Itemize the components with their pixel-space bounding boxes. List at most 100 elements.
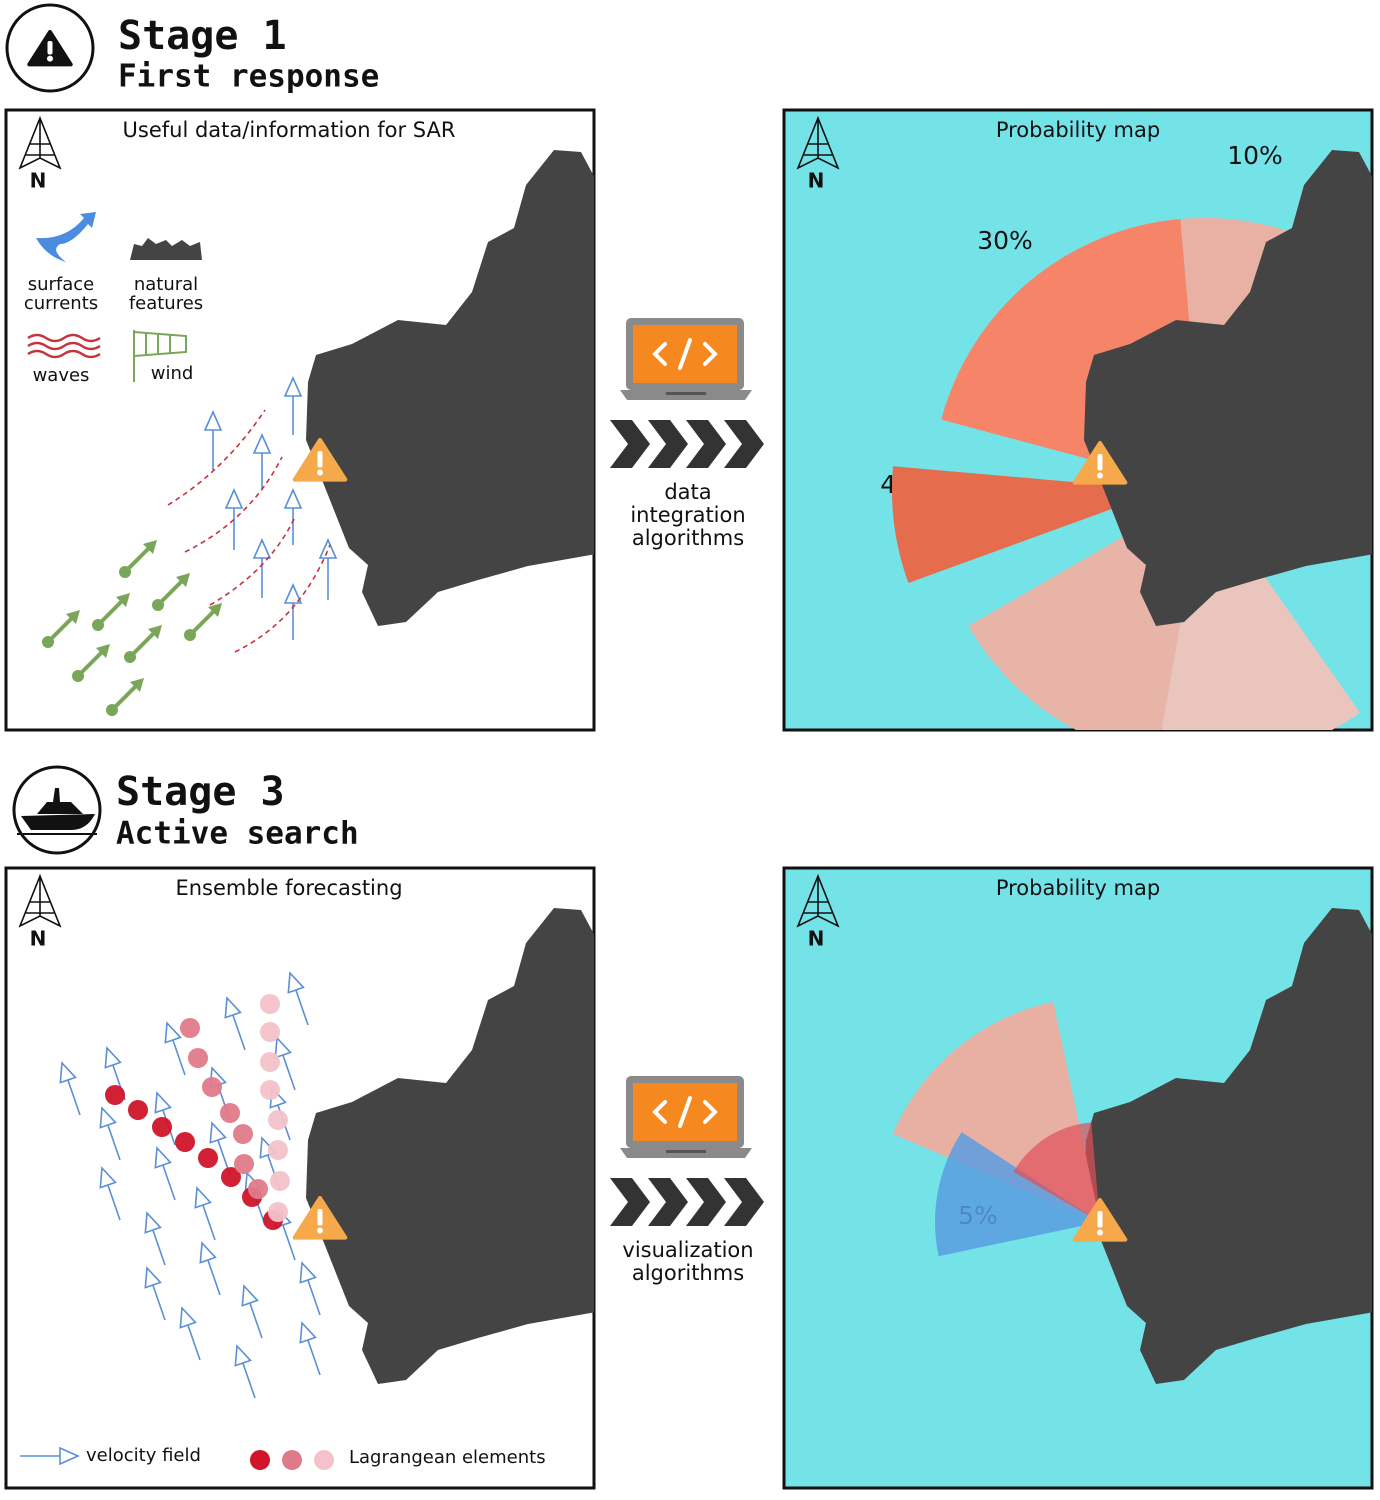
wind-arrow	[123, 544, 153, 574]
process-label: integration	[630, 503, 745, 527]
wind-dot	[72, 670, 84, 682]
legend-dot	[314, 1450, 334, 1470]
region-label: 30%	[977, 226, 1033, 255]
arrow-head	[299, 1261, 317, 1284]
panel-title: Useful data/information for SAR	[123, 118, 456, 142]
arrow-head	[241, 1284, 259, 1307]
arrow-head	[234, 1344, 252, 1367]
lagrangean-element	[233, 1124, 253, 1144]
arrow-shaft	[107, 1184, 121, 1221]
wind-arrow	[46, 614, 76, 644]
arrow-shaft	[307, 1339, 321, 1376]
wind-head	[148, 625, 162, 639]
probability-region	[935, 1132, 1100, 1257]
legend-dot	[250, 1450, 270, 1470]
arrow-shaft	[202, 1204, 216, 1241]
warning-dot	[47, 55, 53, 62]
legend-dot	[282, 1450, 302, 1470]
wind-arrow	[76, 648, 106, 678]
legend-label: features	[129, 293, 203, 314]
arrow-shaft	[67, 1079, 81, 1116]
lagrangean-element	[180, 1018, 200, 1038]
arrow-shaft	[242, 1362, 256, 1399]
lagrangean-element	[270, 1171, 290, 1191]
code-glyph	[652, 338, 718, 370]
panel-title: Probability map	[996, 876, 1160, 900]
wind-head	[176, 573, 190, 587]
chevron	[686, 1178, 726, 1226]
legend-label: velocity field	[86, 1445, 201, 1466]
lagrangean-element	[202, 1077, 222, 1097]
process-label: algorithms	[632, 526, 744, 550]
stage-title: Stage 3	[116, 769, 285, 815]
wind-head	[66, 610, 80, 624]
surface-current-icon	[36, 212, 96, 262]
arrow-head	[164, 1021, 182, 1044]
natural-features-icon	[130, 238, 202, 260]
waves-icon	[27, 333, 101, 343]
arrow-shaft	[162, 1164, 176, 1201]
arrow-head	[252, 433, 272, 454]
arrow-shaft	[152, 1284, 166, 1321]
arrow-head	[318, 538, 338, 559]
panel-title: Probability map	[996, 118, 1160, 142]
arrow-head	[59, 1061, 77, 1084]
stage-subtitle: Active search	[116, 816, 359, 852]
region-label: 10%	[1227, 141, 1283, 170]
arrow-head	[144, 1211, 162, 1234]
chevron	[724, 420, 764, 468]
panel-content	[892, 150, 1372, 730]
arrow-head	[224, 488, 244, 509]
arrow-head	[104, 1046, 122, 1069]
legend-label: Lagrangean elements	[349, 1447, 546, 1468]
warning-bang	[1097, 1211, 1103, 1228]
warning-bang	[47, 41, 53, 55]
arrow-shaft	[207, 1259, 221, 1296]
waves-icon	[27, 349, 101, 359]
panel-title: Ensemble forecasting	[175, 876, 402, 900]
waves-icon	[27, 341, 101, 351]
arrow-shaft	[249, 1302, 263, 1339]
arrow-shaft	[107, 1124, 121, 1161]
lagrangean-element	[220, 1103, 240, 1123]
wind-arrow	[110, 682, 140, 712]
wind-head	[208, 603, 222, 617]
wind-arrow	[128, 629, 158, 659]
arrow-head	[203, 410, 223, 431]
lagrangean-element	[128, 1100, 148, 1120]
arrow-shaft	[307, 1279, 321, 1316]
arrow-shaft	[282, 1224, 296, 1261]
arrow-head	[199, 1241, 217, 1264]
lagrangean-element	[248, 1179, 268, 1199]
laptop-slot	[666, 392, 706, 395]
north-label: N	[30, 927, 47, 951]
stage-title: Stage 1	[118, 13, 287, 59]
north-arrow	[18, 873, 62, 928]
wind-dot	[92, 619, 104, 631]
arrow-head	[299, 1321, 317, 1344]
arrow-head	[154, 1091, 172, 1114]
lagrangean-element	[152, 1117, 172, 1137]
warning-bang	[317, 451, 323, 468]
lagrangean-element	[175, 1132, 195, 1152]
lagrangean-element	[268, 1140, 288, 1160]
arrow-head	[224, 996, 242, 1019]
chevron	[648, 1178, 688, 1226]
arrow-head	[209, 1121, 227, 1144]
boat-icon	[21, 788, 95, 830]
panel-content	[892, 908, 1372, 1384]
arrow-head	[99, 1106, 117, 1129]
arrow-shaft	[295, 989, 309, 1026]
legend-label: currents	[24, 293, 98, 314]
arrow-head	[283, 583, 303, 604]
stage-subtitle: First response	[118, 59, 379, 95]
wind-icon	[133, 330, 187, 382]
panel-content	[20, 908, 594, 1470]
arrow-shaft	[152, 1229, 166, 1266]
legend-label: surface	[28, 274, 95, 295]
arrow-head	[287, 971, 305, 994]
